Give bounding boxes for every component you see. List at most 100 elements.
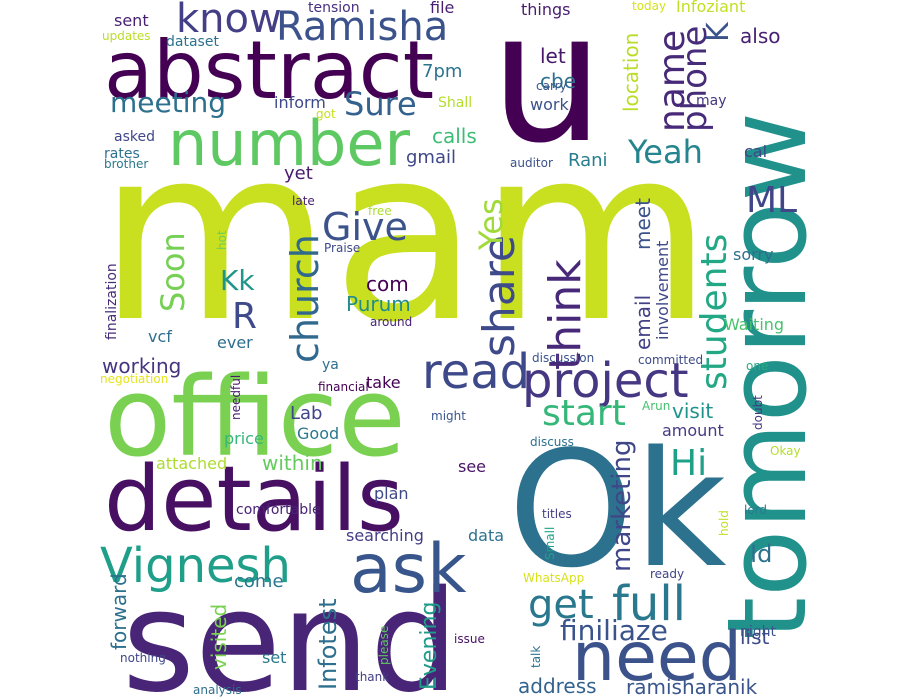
word-lab: Lab [290,403,322,424]
word-searching: searching [346,526,424,545]
word-dataset: dataset [166,34,219,50]
word-cbe: cbe [540,69,576,93]
word-financial: financial [318,380,369,394]
word-within: within [262,451,323,475]
word-mam: mam [98,95,713,375]
word-vignesh: Vignesh [100,538,291,594]
word-think: think [540,259,591,370]
word-shall: Shall [438,95,472,111]
word-waiting: Waiting [724,315,784,334]
word-updates: updates [102,29,151,43]
word-hold: hold [717,510,731,536]
word-inform: inform [274,93,326,112]
word-rates: rates [104,146,140,162]
word-hot: hot [215,230,229,250]
word-analysis: analysis [193,683,242,697]
word-list: list [740,625,770,649]
word-praise: Praise [324,241,360,255]
word-finiliaze: finiliaze [560,614,668,647]
word-k: K [701,21,736,42]
word-price: price [224,429,264,448]
word-please: please [377,626,391,665]
word-ever: ever [217,333,253,352]
word-amount: amount [662,421,724,440]
word-calls: calls [432,124,477,148]
word-lord: lord [744,503,767,517]
word-visited: visited [207,604,231,670]
word-good: Good [297,424,339,443]
word-church: church [283,234,327,363]
word-give: Give [322,205,408,249]
word-small: Small [543,527,557,560]
word-asked: asked [114,129,155,145]
word-file: file [430,0,454,17]
word-forward: forward [107,573,131,650]
word-email: email [631,295,655,350]
word-may: may [696,93,727,109]
word-office: office [104,353,406,481]
word-number: number [168,107,410,180]
word-get: get [528,582,594,628]
word-finalization: finalization [104,263,120,340]
word-ramisha: Ramisha [276,4,448,50]
word-discussion: discussion [532,351,594,365]
word-tomorrow: tomorrow [703,112,831,640]
word-nothing: nothing [120,651,166,665]
word-students: students [694,234,735,390]
word-ok: Ok [508,416,727,603]
word-send: send [122,561,459,700]
word-got: got [316,107,336,121]
word-auditor: auditor [510,156,553,170]
word-involvement: involvement [653,241,672,340]
word-sent: sent [114,11,149,30]
word-kk: Kk [220,264,255,297]
word-rani: Rani [568,150,608,171]
word-id: Id [750,540,772,568]
word-issue: issue [454,632,485,646]
word-meeting: meeting [110,86,226,119]
word-share: share [474,235,525,357]
word-read: read [422,344,530,400]
word-night: night [740,624,777,640]
word-full: full [612,576,686,632]
word-name: name [652,30,693,132]
word-doubt: doubt [751,395,765,430]
word-7pm: 7pm [422,61,462,82]
word-r: R [232,296,257,337]
word-abstract: abstract [104,24,434,117]
word-yeah: Yeah [627,133,703,171]
word-discuss: discuss [530,435,574,449]
word-let: let [540,44,566,68]
word-attached: attached [156,454,227,473]
word-plan: plan [374,484,409,503]
word-take: take [366,373,401,392]
word-okay: Okay [770,444,801,458]
word-yet: yet [284,163,313,184]
word-hi: Hi [670,443,707,484]
word-working: working [102,354,181,378]
word-negotiation: negotiation [100,372,168,386]
word-ramisharanik: ramisharanik [626,675,758,699]
word-data: data [468,526,504,545]
word-whatsapp: WhatsApp [523,571,584,585]
word-tension: tension [308,0,360,16]
word-ml: ML [746,180,797,221]
word-around: around [370,315,412,329]
word-might: might [431,409,466,423]
word-location: location [619,33,643,112]
word-brother: brother [104,157,148,171]
word-today: today [632,0,666,13]
word-infotest: Infotest [314,598,342,690]
word-start: start [542,393,626,434]
word-marketing: marketing [607,440,637,572]
word-gmail: gmail [406,147,456,168]
word-set: set [262,648,286,667]
word-ready: ready [650,567,684,581]
word-talk: talk [529,646,543,668]
word-needful: needful [229,375,243,420]
word-free: free [368,204,392,218]
word-u: u [490,0,604,183]
word-cal: cal [744,142,767,161]
word-vcf: vcf [148,327,172,346]
